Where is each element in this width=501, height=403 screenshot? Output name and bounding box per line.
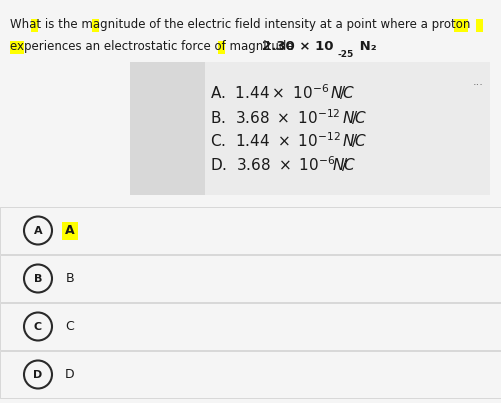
FancyBboxPatch shape	[0, 303, 501, 350]
FancyBboxPatch shape	[31, 19, 38, 32]
Text: What is the magnitude of the electric field intensity at a point where a proton: What is the magnitude of the electric fi…	[10, 18, 470, 31]
FancyBboxPatch shape	[454, 19, 468, 32]
Text: 2.30 × 10: 2.30 × 10	[262, 40, 334, 53]
FancyBboxPatch shape	[130, 62, 490, 195]
Text: A: A	[34, 226, 42, 235]
FancyBboxPatch shape	[0, 207, 501, 254]
Text: N₂: N₂	[355, 40, 377, 53]
Text: A: A	[65, 224, 75, 237]
Text: experiences an electrostatic force of magnitude: experiences an electrostatic force of ma…	[10, 40, 298, 53]
Text: C.  $1.44\ \times\ 10^{-12}\,N\!/\!C$: C. $1.44\ \times\ 10^{-12}\,N\!/\!C$	[210, 130, 367, 150]
Text: C: C	[66, 320, 74, 333]
Text: C: C	[34, 322, 42, 332]
Text: ···: ···	[473, 80, 484, 90]
FancyBboxPatch shape	[0, 351, 501, 398]
Text: B: B	[66, 272, 74, 285]
Text: D: D	[34, 370, 43, 380]
Text: B.  $3.68\ \times\ 10^{-12}\,N\!/\!C$: B. $3.68\ \times\ 10^{-12}\,N\!/\!C$	[210, 107, 367, 127]
Text: B: B	[34, 274, 42, 283]
FancyBboxPatch shape	[92, 19, 99, 32]
FancyBboxPatch shape	[476, 19, 483, 32]
FancyBboxPatch shape	[0, 255, 501, 302]
FancyBboxPatch shape	[130, 62, 205, 195]
FancyBboxPatch shape	[218, 41, 225, 54]
FancyBboxPatch shape	[10, 41, 24, 54]
Text: D: D	[65, 368, 75, 381]
FancyBboxPatch shape	[62, 222, 78, 239]
Text: A.  $1.44\times\ 10^{-6}\,N\!/\!C$: A. $1.44\times\ 10^{-6}\,N\!/\!C$	[210, 82, 355, 102]
Text: D.  $3.68\ \times\ 10^{-6}\!N\!/\!C$: D. $3.68\ \times\ 10^{-6}\!N\!/\!C$	[210, 154, 356, 174]
Text: -25: -25	[338, 50, 354, 59]
